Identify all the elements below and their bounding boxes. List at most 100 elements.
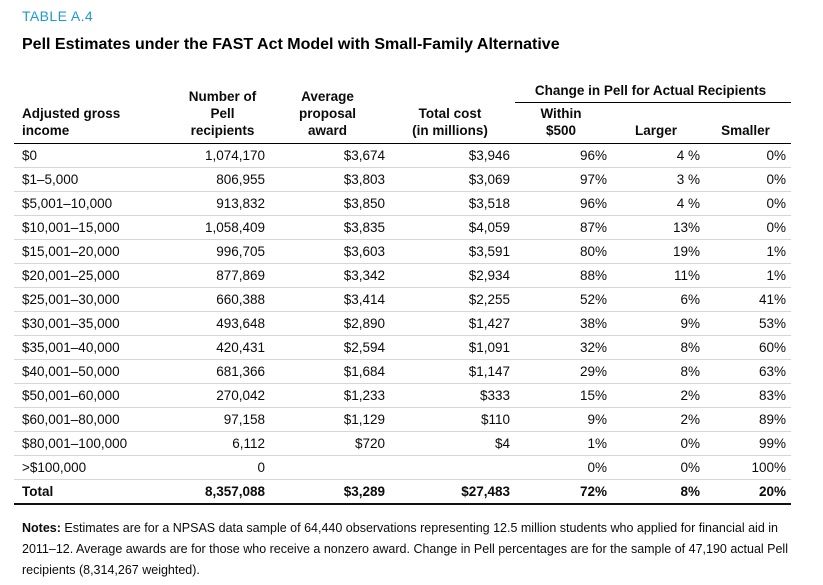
col-header-recipients: Number of Pell recipients — [180, 80, 270, 144]
value-cell: $3,850 — [270, 191, 390, 216]
col-header-cost: Total cost (in millions) — [390, 80, 515, 144]
value-cell: 38% — [515, 311, 612, 336]
value-cell: $3,414 — [270, 287, 390, 312]
value-cell: 996,705 — [180, 239, 270, 264]
value-cell: 100% — [705, 455, 791, 480]
value-cell: 80% — [515, 239, 612, 264]
col-header-within: Within $500 — [515, 102, 612, 144]
table-row: $0 1,074,170 $3,674 $3,946 96% 4 % 0% — [14, 143, 791, 168]
value-cell: $3,289 — [270, 479, 390, 505]
value-cell: 2% — [612, 383, 705, 408]
table-row: $40,001–50,000 681,366 $1,684 $1,147 29% 8% 63… — [14, 359, 791, 384]
income-cell: $5,001–10,000 — [14, 191, 180, 216]
value-cell: 96% — [515, 191, 612, 216]
value-cell: $3,342 — [270, 263, 390, 288]
value-cell: 88% — [515, 263, 612, 288]
value-cell: 72% — [515, 479, 612, 505]
value-cell: 9% — [515, 407, 612, 432]
value-cell: 0% — [515, 455, 612, 480]
value-cell: 913,832 — [180, 191, 270, 216]
table-row: $60,001–80,000 97,158 $1,129 $110 9% 2% 89% — [14, 407, 791, 432]
table-label: TABLE A.4 — [22, 8, 94, 24]
value-cell: 13% — [612, 215, 705, 240]
table-row: $1–5,000 806,955 $3,803 $3,069 97% 3 % 0% — [14, 167, 791, 192]
value-cell: 1% — [515, 431, 612, 456]
notes: Notes: Estimates are for a NPSAS data sa… — [22, 518, 804, 581]
value-cell — [390, 455, 515, 480]
value-cell: $3,674 — [270, 143, 390, 168]
table-row: $80,001–100,000 6,112 $720 $4 1% 0% 99% — [14, 431, 791, 456]
notes-label: Notes: — [22, 521, 61, 535]
value-cell: 2% — [612, 407, 705, 432]
value-cell: 681,366 — [180, 359, 270, 384]
value-cell: 270,042 — [180, 383, 270, 408]
value-cell: 8% — [612, 335, 705, 360]
col-header-smaller: Smaller — [705, 102, 791, 144]
income-cell: $80,001–100,000 — [14, 431, 180, 456]
table-body: $0 1,074,170 $3,674 $3,946 96% 4 % 0% $1–5,000 8… — [14, 143, 791, 505]
span-header-change-in-pell: Change in Pell for Actual Recipients — [515, 80, 791, 103]
value-cell: $3,835 — [270, 215, 390, 240]
value-cell: 0 — [180, 455, 270, 480]
value-cell: $3,946 — [390, 143, 515, 168]
col-header-income: Adjusted gross income — [14, 80, 180, 144]
table-row: $30,001–35,000 493,648 $2,890 $1,427 38% 9% 53… — [14, 311, 791, 336]
value-cell: 11% — [612, 263, 705, 288]
value-cell: 0% — [705, 191, 791, 216]
value-cell: 1,074,170 — [180, 143, 270, 168]
value-cell: $2,255 — [390, 287, 515, 312]
income-cell: $0 — [14, 143, 180, 168]
table-header: Adjusted gross income Number of Pell rec… — [14, 80, 791, 144]
value-cell: $1,233 — [270, 383, 390, 408]
value-cell: 420,431 — [180, 335, 270, 360]
value-cell: 60% — [705, 335, 791, 360]
value-cell: $1,129 — [270, 407, 390, 432]
value-cell: 6% — [612, 287, 705, 312]
pell-estimates-table: Adjusted gross income Number of Pell rec… — [14, 80, 791, 505]
value-cell: 3 % — [612, 167, 705, 192]
value-cell: 8,357,088 — [180, 479, 270, 505]
value-cell: 99% — [705, 431, 791, 456]
value-cell: 4 % — [612, 191, 705, 216]
value-cell: $1,091 — [390, 335, 515, 360]
page-title: Pell Estimates under the FAST Act Model … — [22, 36, 560, 53]
income-cell: Total — [14, 479, 180, 505]
value-cell: $333 — [390, 383, 515, 408]
value-cell: 63% — [705, 359, 791, 384]
value-cell: $1,427 — [390, 311, 515, 336]
income-cell: $60,001–80,000 — [14, 407, 180, 432]
value-cell: 87% — [515, 215, 612, 240]
value-cell: 1% — [705, 239, 791, 264]
value-cell: 41% — [705, 287, 791, 312]
table-row: $50,001–60,000 270,042 $1,233 $333 15% 2% 83% — [14, 383, 791, 408]
income-cell: $50,001–60,000 — [14, 383, 180, 408]
value-cell: $3,591 — [390, 239, 515, 264]
income-cell: $35,001–40,000 — [14, 335, 180, 360]
value-cell: 0% — [705, 143, 791, 168]
value-cell: 0% — [612, 431, 705, 456]
table-row: $15,001–20,000 996,705 $3,603 $3,591 80% 19% 1… — [14, 239, 791, 264]
value-cell: $3,518 — [390, 191, 515, 216]
value-cell: 8% — [612, 359, 705, 384]
col-header-larger: Larger — [612, 102, 705, 144]
value-cell: $2,890 — [270, 311, 390, 336]
value-cell: 20% — [705, 479, 791, 505]
value-cell: 15% — [515, 383, 612, 408]
value-cell: $27,483 — [390, 479, 515, 505]
value-cell: $3,069 — [390, 167, 515, 192]
income-cell: $25,001–30,000 — [14, 287, 180, 312]
value-cell: 53% — [705, 311, 791, 336]
value-cell: $110 — [390, 407, 515, 432]
value-cell: 0% — [705, 215, 791, 240]
value-cell: 660,388 — [180, 287, 270, 312]
value-cell: 89% — [705, 407, 791, 432]
value-cell: 0% — [612, 455, 705, 480]
value-cell: 9% — [612, 311, 705, 336]
value-cell: $2,594 — [270, 335, 390, 360]
value-cell: 29% — [515, 359, 612, 384]
table-row: $5,001–10,000 913,832 $3,850 $3,518 96% 4 % 0% — [14, 191, 791, 216]
value-cell: $720 — [270, 431, 390, 456]
value-cell: 19% — [612, 239, 705, 264]
value-cell: 8% — [612, 479, 705, 505]
